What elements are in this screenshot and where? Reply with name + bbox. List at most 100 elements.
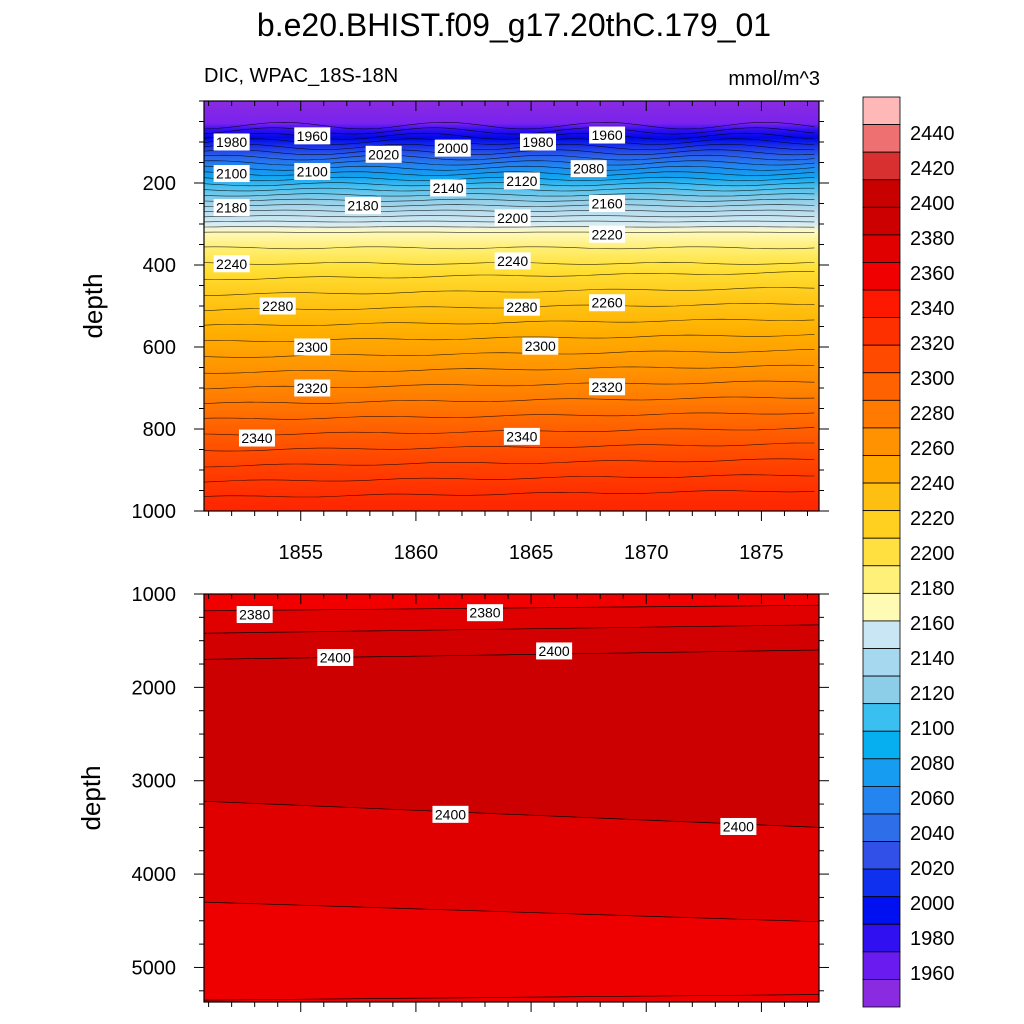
- svg-text:1980: 1980: [216, 134, 247, 150]
- svg-text:2160: 2160: [592, 196, 623, 212]
- colorbar-labels: 1960 1980 2000 2020 2040 2060 2080 2100 2120 2140…: [910, 123, 955, 985]
- svg-text:2280: 2280: [506, 299, 537, 315]
- colorbar-label: 2280: [910, 403, 955, 425]
- y-tick-label: 1000: [132, 584, 177, 606]
- colorbar-label: 2260: [910, 438, 955, 460]
- units-label: mmol/m^3: [728, 68, 820, 90]
- lower-band-2400: [204, 650, 819, 828]
- svg-text:2100: 2100: [297, 164, 328, 180]
- y-tick-label: 3000: [132, 771, 177, 793]
- contour-line: [203, 490, 815, 498]
- contour-label: 2260: [589, 294, 626, 312]
- contour-label: 2300: [522, 337, 559, 355]
- svg-text:2400: 2400: [435, 806, 466, 822]
- contour-label: 1960: [589, 126, 626, 144]
- svg-text:2380: 2380: [239, 607, 270, 623]
- colorbar-box: [862, 317, 901, 346]
- colorbar-label: 1960: [910, 963, 955, 985]
- contour-label: 2340: [238, 429, 275, 447]
- contour-label: 2100: [294, 163, 331, 181]
- svg-text:2260: 2260: [592, 295, 623, 311]
- contour-line: [203, 604, 820, 612]
- contour-label: 2080: [570, 160, 607, 178]
- colorbar-label: 2440: [910, 123, 955, 145]
- colorbar-label: 2160: [910, 613, 955, 635]
- contour-line: [203, 624, 820, 634]
- colorbar-box: [862, 868, 901, 898]
- colorbar-box: [862, 482, 901, 512]
- contour-line: [203, 474, 815, 483]
- contour-label: 2320: [294, 379, 331, 397]
- y-tick-label: 800: [143, 419, 176, 441]
- contour-label: 2180: [344, 197, 381, 215]
- lower-band-bottom: [204, 902, 819, 1002]
- colorbar-box: [862, 344, 901, 374]
- svg-text:2320: 2320: [592, 379, 623, 395]
- svg-text:2080: 2080: [573, 161, 604, 177]
- y-tick-label: 1000: [132, 501, 177, 523]
- colorbar-label: 2300: [910, 368, 955, 390]
- colorbar: 1960 1980 2000 2020 2040 2060 2080 2100 2120 2140…: [862, 96, 955, 1008]
- colorbar-label: 2100: [910, 718, 955, 740]
- svg-text:2340: 2340: [506, 428, 537, 444]
- colorbar-box: [862, 179, 901, 208]
- upper-panel-ticks: 200 400 600 800 1000 1855 1860 1865 1870 1875: [132, 100, 829, 564]
- colorbar-label: 1980: [910, 928, 955, 950]
- colorbar-label: 2240: [910, 473, 955, 495]
- contour-label: 2340: [503, 427, 540, 445]
- contour-label: 2380: [467, 604, 504, 622]
- svg-text:2300: 2300: [297, 339, 328, 355]
- colorbar-boxes: [862, 96, 901, 1008]
- contour-line: [203, 442, 815, 452]
- contour-label: 2000: [434, 139, 471, 157]
- svg-text:2300: 2300: [525, 338, 556, 354]
- colorbar-label: 2040: [910, 823, 955, 845]
- contour-line: [203, 226, 815, 228]
- y-tick-label: 2000: [132, 677, 177, 699]
- colorbar-box: [862, 785, 901, 815]
- x-tick-label: 1860: [394, 542, 439, 564]
- contour-line: [203, 318, 815, 326]
- contour-line: [203, 143, 815, 150]
- lower-panel-contour-lines: [203, 604, 820, 1001]
- svg-text:2220: 2220: [592, 226, 623, 242]
- colorbar-label: 2380: [910, 228, 955, 250]
- y-tick-label: 200: [143, 173, 176, 195]
- colorbar-box: [862, 206, 901, 236]
- colorbar-box: [862, 675, 901, 705]
- colorbar-label: 2120: [910, 683, 955, 705]
- svg-text:2120: 2120: [506, 173, 537, 189]
- contour-label: 1960: [294, 127, 331, 145]
- contour-line: [203, 901, 820, 923]
- colorbar-label: 2220: [910, 508, 955, 530]
- lower-y-axis-label: depth: [76, 765, 106, 830]
- colorbar-label: 2360: [910, 263, 955, 285]
- contour-line: [203, 246, 815, 250]
- x-tick-label: 1855: [278, 542, 323, 564]
- svg-text:2100: 2100: [216, 166, 247, 182]
- colorbar-label: 2200: [910, 543, 955, 565]
- contour-line: [203, 287, 815, 296]
- colorbar-box: [862, 951, 901, 980]
- contour-label: 2400: [720, 817, 757, 835]
- svg-text:2180: 2180: [347, 198, 378, 214]
- variable-region-label: DIC, WPAC_18S-18N: [204, 65, 398, 87]
- svg-text:2240: 2240: [216, 256, 247, 272]
- contour-label: 2400: [432, 805, 469, 823]
- colorbar-box: [862, 151, 901, 181]
- colorbar-label: 2000: [910, 893, 955, 915]
- svg-text:2200: 2200: [497, 210, 528, 226]
- x-tick-label: 1865: [509, 542, 554, 564]
- colorbar-box: [862, 510, 901, 539]
- svg-text:2400: 2400: [723, 818, 754, 834]
- lower-panel-ticks: 1000 2000 3000 4000 5000: [132, 584, 829, 1012]
- contour-label: 2020: [365, 145, 402, 163]
- colorbar-box: [862, 979, 901, 1008]
- colorbar-label: 2320: [910, 333, 955, 355]
- colorbar-box: [862, 399, 901, 429]
- contour-label: 2400: [536, 642, 573, 660]
- colorbar-box: [862, 455, 901, 484]
- contour-line: [203, 396, 815, 404]
- svg-text:2180: 2180: [216, 200, 247, 216]
- contour-label: 2320: [589, 378, 626, 396]
